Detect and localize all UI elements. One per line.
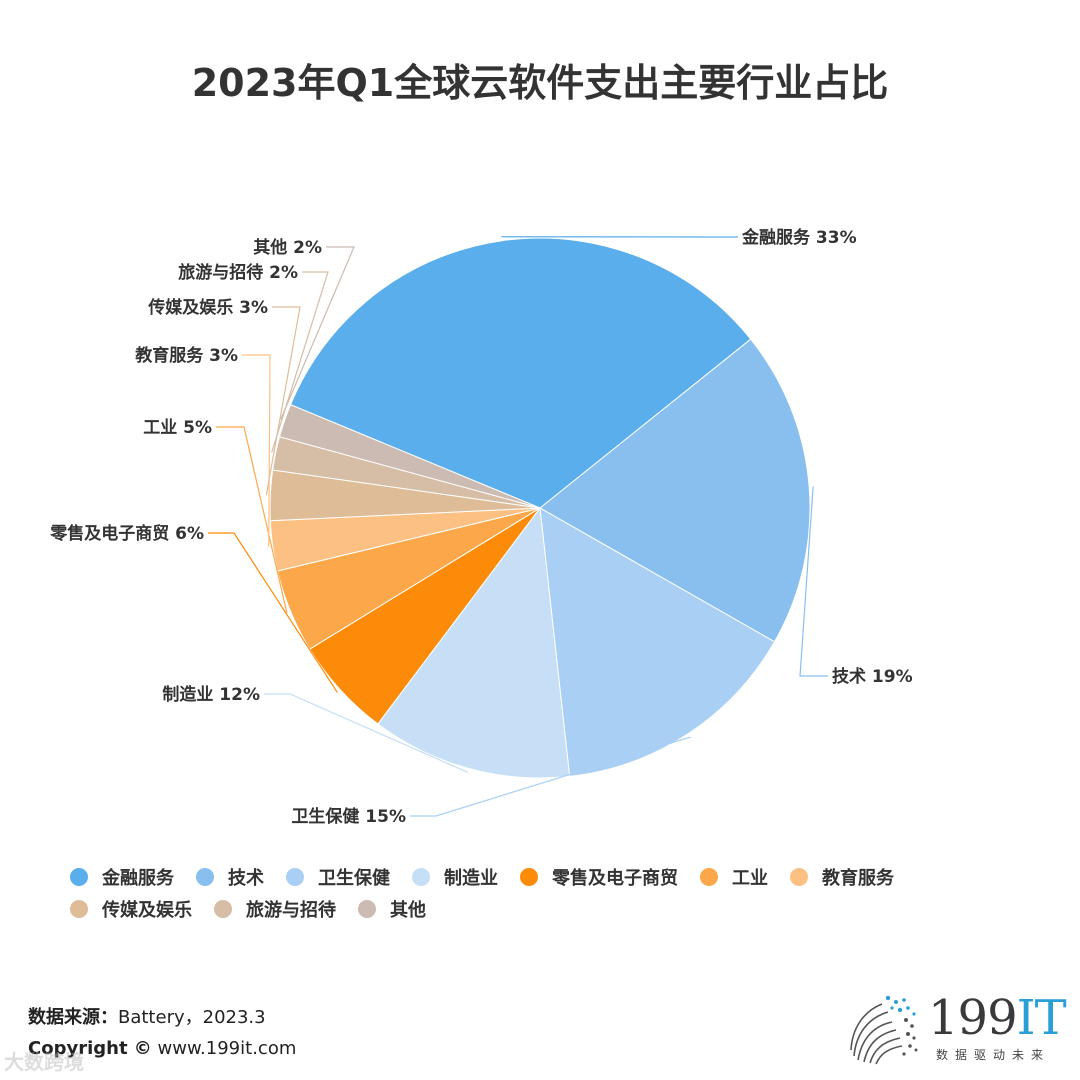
chart-legend: 金融服务 技术 卫生保健 制造业 零售及电子商贸 工业 教育服务传媒及娱乐 旅游与招待 其他 [70,866,1050,921]
slice-5-leader [208,532,338,693]
legend-swatch [790,868,808,886]
copyright: Copyright © www.199it.com [28,1038,296,1059]
slice-7-leader [242,354,271,547]
slice-10-wedge [278,404,541,509]
legend-label: 其他 [390,900,426,921]
source-value: Battery，2023.3 [118,1007,266,1028]
slice-4-wedge [377,506,571,779]
slice-10-leader [280,246,355,420]
slice-10-label: 其他 2% [253,237,322,258]
legend-label: 制造业 [444,868,498,889]
legend-item-10[interactable]: 其他 [358,898,426,921]
slice-1-label: 金融服务 33% [741,227,857,248]
legend-swatch [520,868,538,886]
slice-5-label: 零售及电子商贸 6% [49,523,204,544]
logo-accent: IT [1016,990,1067,1046]
legend-label: 卫生保健 [318,868,390,889]
legend-label: 旅游与招待 [246,900,336,921]
slice-6-leader [216,426,288,613]
slice-7-label: 教育服务 3% [134,345,238,366]
slice-3-leader [410,736,691,817]
legend-swatch [70,868,88,886]
copyright-url: www.199it.com [157,1038,297,1059]
slice-3-label: 卫生保健 15% [291,806,406,827]
legend-swatch [412,868,430,886]
legend-item-6[interactable]: 工业 [700,866,768,889]
chart-title: 2023年Q1全球云软件支出主要行业占比 [191,61,889,105]
legend-item-8[interactable]: 传媒及娱乐 [70,898,192,921]
watermark: 大数跨境 [4,1050,84,1074]
logo-tagline: 数据驱动未来 [936,1048,1051,1062]
legend-swatch [196,868,214,886]
brand-logo: 199IT 数据驱动未来 [848,990,1068,1070]
legend-label: 零售及电子商贸 [552,868,678,889]
slice-2-wedge [539,338,811,643]
logo-dots-icon [850,995,918,1065]
legend-swatch [70,900,88,918]
legend-swatch [214,900,232,918]
slice-labels: 金融服务 33% 技术 19% 卫生保健 15% 制造业 12% 零售及电子商贸 6% 工… [49,227,912,827]
slice-9-leader [271,271,329,453]
slice-4-label: 制造业 12% [162,684,260,705]
data-source: 数据来源：Battery，2023.3 [28,1003,266,1029]
legend-label: 教育服务 [822,868,894,889]
legend-label: 工业 [732,868,768,889]
legend-label: 技术 [228,868,264,889]
legend-item-1[interactable]: 金融服务 [70,866,174,889]
legend-item-4[interactable]: 制造业 [412,866,498,889]
legend-item-7[interactable]: 教育服务 [790,866,894,889]
slice-3-wedge [539,507,776,777]
logo-main: 199 [928,990,1018,1046]
slice-6-label: 工业 5% [143,418,212,438]
slice-1-wedge [289,237,752,509]
copyright-label: Copyright © [28,1038,152,1059]
slice-2-leader [799,486,828,677]
legend-swatch [700,868,718,886]
legend-label: 传媒及娱乐 [102,900,192,921]
source-label: 数据来源： [28,1007,118,1028]
legend-item-3[interactable]: 卫生保健 [286,866,390,889]
slice-4-leader [264,693,468,773]
leader-lines [208,236,828,817]
legend-item-2[interactable]: 技术 [196,866,264,889]
pie-slices [269,237,811,779]
slice-8-label: 传媒及娱乐 3% [147,297,268,318]
legend-swatch [358,900,376,918]
slice-9-label: 旅游与招待 2% [178,262,298,283]
logo-wordmark: 199IT [928,990,1067,1046]
legend-item-9[interactable]: 旅游与招待 [214,898,336,921]
legend-item-5[interactable]: 零售及电子商贸 [520,866,678,889]
legend-swatch [286,868,304,886]
slice-2-label: 技术 19% [832,666,913,687]
legend-label: 金融服务 [102,868,174,889]
pie-chart: 金融服务 33% 技术 19% 卫生保健 15% 制造业 12% 零售及电子商贸 6% 工… [49,227,912,827]
